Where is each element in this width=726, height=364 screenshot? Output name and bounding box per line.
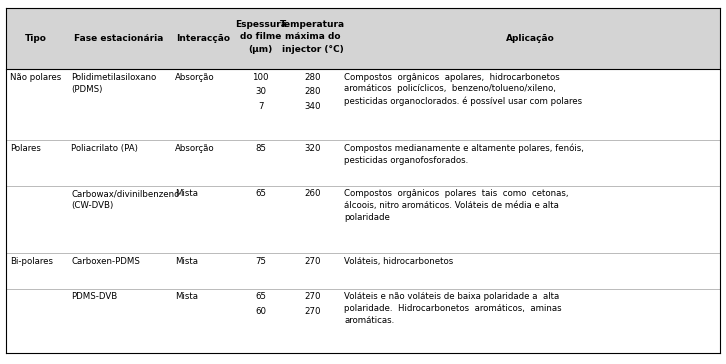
Text: Não polares: Não polares — [10, 73, 62, 82]
Text: 60: 60 — [255, 307, 266, 316]
Text: 75: 75 — [255, 257, 266, 266]
Text: injector (°C): injector (°C) — [282, 45, 343, 54]
Text: Voláteis e não voláteis de baixa polaridade a  alta
polaridade.  Hidrocarbonetos: Voláteis e não voláteis de baixa polarid… — [344, 292, 562, 325]
Text: Compostos  orgânicos  apolares,  hidrocarbonetos
aromáticos  policíclicos,  benz: Compostos orgânicos apolares, hidrocarbo… — [344, 73, 582, 106]
Text: do filme: do filme — [240, 32, 281, 41]
Text: 65: 65 — [255, 189, 266, 198]
Text: 270: 270 — [304, 292, 321, 301]
Text: 30: 30 — [255, 87, 266, 96]
Text: Interacção: Interacção — [176, 34, 230, 43]
Text: 100: 100 — [253, 73, 269, 82]
Text: Bi-polares: Bi-polares — [10, 257, 53, 266]
Text: Poliacrilato (PA): Poliacrilato (PA) — [71, 144, 138, 153]
Text: Carbowax/divinilbenzeno
(CW-DVB): Carbowax/divinilbenzeno (CW-DVB) — [71, 189, 179, 210]
Text: (μm): (μm) — [248, 45, 273, 54]
Text: máxima do: máxima do — [285, 32, 340, 41]
Text: Compostos medianamente e altamente polares, fenóis,
pesticidas organofosforados.: Compostos medianamente e altamente polar… — [344, 144, 584, 165]
Text: 320: 320 — [304, 144, 321, 153]
Text: Tipo: Tipo — [25, 34, 47, 43]
Text: Mista: Mista — [175, 257, 198, 266]
Text: 340: 340 — [304, 102, 321, 111]
Bar — [6, 69, 720, 140]
Text: Aplicação: Aplicação — [505, 34, 555, 43]
Text: 85: 85 — [255, 144, 266, 153]
Text: Voláteis, hidrocarbonetos: Voláteis, hidrocarbonetos — [344, 257, 453, 266]
Bar — [6, 253, 720, 289]
Text: Temperatura: Temperatura — [280, 20, 345, 28]
Text: 7: 7 — [258, 102, 264, 111]
Text: PDMS-DVB: PDMS-DVB — [71, 292, 118, 301]
Text: 260: 260 — [304, 189, 321, 198]
Text: Mista: Mista — [175, 292, 198, 301]
Text: Mista: Mista — [175, 189, 198, 198]
Bar — [6, 140, 720, 186]
Bar — [6, 289, 720, 353]
Text: 270: 270 — [304, 257, 321, 266]
Text: Compostos  orgânicos  polares  tais  como  cetonas,
áIcoois, nitro aromáticos. V: Compostos orgânicos polares tais como ce… — [344, 189, 568, 222]
Text: Carboxen-PDMS: Carboxen-PDMS — [71, 257, 140, 266]
Text: 280: 280 — [304, 73, 321, 82]
Text: Fase estacionária: Fase estacionária — [74, 34, 163, 43]
Bar — [6, 186, 720, 253]
Text: 280: 280 — [304, 87, 321, 96]
Bar — [6, 8, 720, 69]
Text: Polares: Polares — [10, 144, 41, 153]
Text: Absorção: Absorção — [175, 73, 215, 82]
Text: 270: 270 — [304, 307, 321, 316]
Text: Absorção: Absorção — [175, 144, 215, 153]
Text: Polidimetilasiloxano
(PDMS): Polidimetilasiloxano (PDMS) — [71, 73, 156, 94]
Text: 65: 65 — [255, 292, 266, 301]
Text: Espessura: Espessura — [234, 20, 287, 28]
